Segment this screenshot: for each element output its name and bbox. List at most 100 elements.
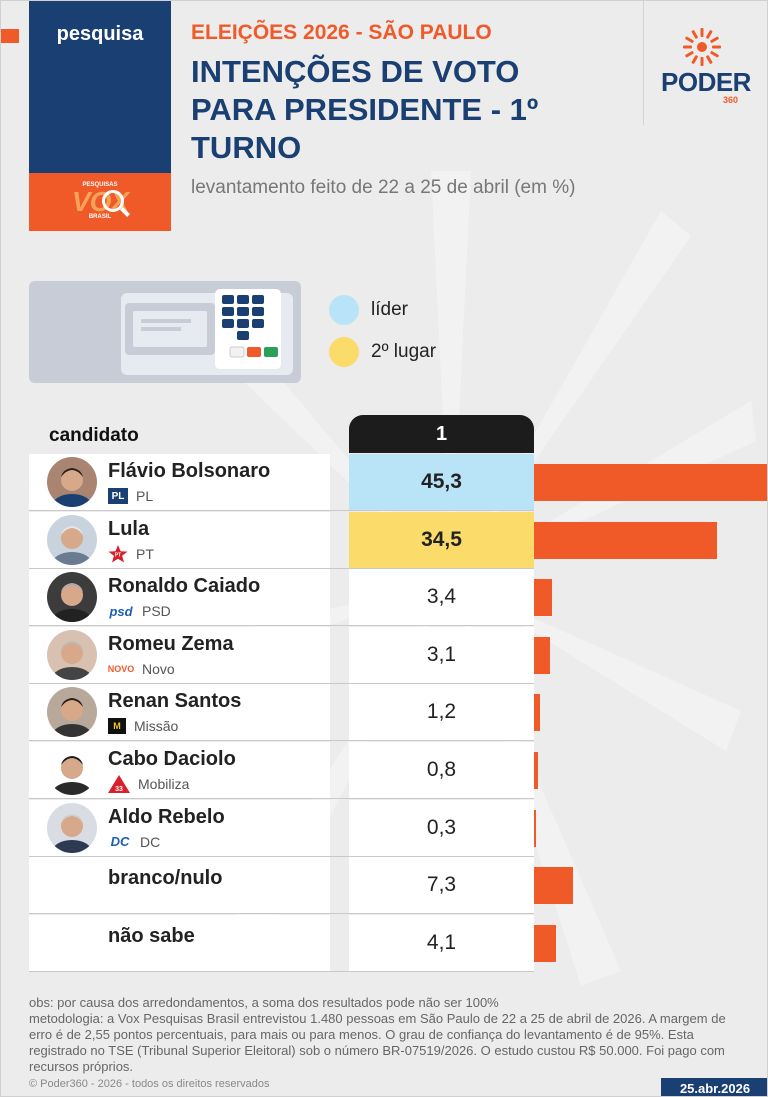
psd-party-icon: psd xyxy=(109,603,133,619)
candidate-avatar xyxy=(47,572,97,623)
candidate-cell: Ronaldo Caiado psd PSD xyxy=(29,569,330,626)
bar xyxy=(534,464,767,501)
data-label: 4,1 xyxy=(349,914,534,971)
data-label: 0,3 xyxy=(349,799,534,856)
header-divider xyxy=(643,1,644,125)
candidate-avatar xyxy=(47,629,97,680)
page-title: INTENÇÕES DE VOTO PARA PRESIDENTE - 1º T… xyxy=(191,54,539,165)
row-divider xyxy=(29,740,534,742)
pt-star-icon: PT xyxy=(108,544,128,563)
candidate-cell: Aldo Rebelo DC DC xyxy=(29,799,330,856)
candidate-party: PT PT xyxy=(108,544,154,563)
row-divider xyxy=(29,567,534,569)
bar xyxy=(534,694,541,732)
bar xyxy=(534,752,539,789)
candidate-name: Aldo Rebelo xyxy=(108,805,225,828)
candidate-cell: Cabo Daciolo 33 Mobiliza xyxy=(29,742,330,798)
row-divider xyxy=(29,625,534,627)
svg-text:33: 33 xyxy=(115,786,123,793)
candidate-cell: Flávio Bolsonaro PL PL xyxy=(29,454,330,510)
party-name: PT xyxy=(136,545,154,562)
data-label: 45,3 xyxy=(349,454,534,510)
data-label: 0,8 xyxy=(349,742,534,798)
data-label: 1,2 xyxy=(349,684,534,741)
data-label: 34,5 xyxy=(349,511,534,568)
mobiliza-party-icon: 33 xyxy=(108,775,130,793)
candidate-avatar xyxy=(47,457,97,507)
candidate-cell: Renan Santos M Missão xyxy=(29,684,330,741)
bar xyxy=(534,579,553,617)
table-row: Cabo Daciolo 33 Mobiliza 0,8 xyxy=(29,742,534,799)
legend-leader-label: líder xyxy=(371,299,408,320)
table-row: Romeu Zema NOVO Novo 3,1 xyxy=(29,626,534,684)
row-divider xyxy=(29,970,534,972)
kicker-block: pesquisa xyxy=(29,1,171,173)
row-divider xyxy=(29,510,534,511)
table-row: Lula PT PT 34,5 xyxy=(29,511,534,569)
candidate-cell: Romeu Zema NOVO Novo xyxy=(29,626,330,683)
bar xyxy=(534,867,573,905)
party-name: DC xyxy=(140,833,161,850)
missao-party-icon: M xyxy=(108,718,126,735)
table-row: branco/nulo 7,3 xyxy=(29,857,534,915)
pollster-block: PESQUISAS VOX BRASIL xyxy=(29,173,171,231)
candidate-avatar xyxy=(47,745,97,795)
legend-second-label: 2º lugar xyxy=(371,341,437,362)
candidate-cell: não sabe xyxy=(29,914,330,971)
party-name: Novo xyxy=(142,660,175,677)
row-divider xyxy=(29,682,534,684)
candidate-party: M Missão xyxy=(108,717,178,735)
legend-second-swatch xyxy=(329,337,359,367)
side-accent xyxy=(1,29,19,43)
candidate-avatar xyxy=(47,802,97,853)
party-name: PL xyxy=(136,488,154,504)
candidate-name: Romeu Zema xyxy=(108,632,234,655)
table-row: não sabe 4,1 xyxy=(29,914,534,972)
data-label: 3,1 xyxy=(349,626,534,683)
methodology-note: metodologia: a Vox Pesquisas Brasil entr… xyxy=(29,1011,726,1074)
candidate-name: Ronaldo Caiado xyxy=(108,575,261,598)
candidate-name: Renan Santos xyxy=(108,690,242,713)
poder360-logo: PODER 360 xyxy=(657,27,751,117)
candidate-cell: Lula PT PT xyxy=(29,511,330,568)
sun-burst-icon xyxy=(683,28,721,66)
table-row: Flávio Bolsonaro PL PL 45,3 xyxy=(29,454,534,511)
candidate-name: Cabo Daciolo xyxy=(108,748,236,770)
round-column-header: 1 xyxy=(349,415,534,453)
candidate-party: NOVO Novo xyxy=(108,660,175,678)
party-name: Mobiliza xyxy=(138,776,190,792)
candidate-name: branco/nulo xyxy=(108,867,223,890)
table-row: Renan Santos M Missão 1,2 xyxy=(29,684,534,742)
candidate-name: Flávio Bolsonaro xyxy=(108,460,271,482)
candidate-party: 33 Mobiliza xyxy=(108,775,189,793)
publish-date: 25.abr.2026 xyxy=(661,1078,767,1096)
legend-leader-swatch xyxy=(329,295,359,325)
copyright: © Poder360 - 2026 - todos os direitos re… xyxy=(29,1078,270,1090)
table-row: Ronaldo Caiado psd PSD 3,4 xyxy=(29,569,534,627)
footnotes: obs: por causa dos arredondamentos, a so… xyxy=(29,995,741,1075)
novo-party-icon: NOVO xyxy=(107,663,135,674)
party-name: PSD xyxy=(142,603,171,620)
bar xyxy=(534,809,536,847)
candidate-avatar xyxy=(47,514,97,565)
candidate-party: PL PL xyxy=(108,487,153,505)
dc-party-icon: DC xyxy=(110,834,130,850)
table-row: Aldo Rebelo DC DC 0,3 xyxy=(29,799,534,857)
candidate-name: Lula xyxy=(108,517,150,540)
row-divider xyxy=(29,798,534,799)
party-name: Missão xyxy=(134,718,179,735)
candidate-avatar xyxy=(47,687,97,738)
vox-pesquisas-logo: PESQUISAS VOX BRASIL xyxy=(71,182,130,220)
candidate-cell: branco/nulo xyxy=(29,857,330,914)
data-label: 7,3 xyxy=(349,857,534,914)
pl-party-icon: PL xyxy=(108,488,128,504)
supertitle: ELEIÇÕES 2026 - SÃO PAULO xyxy=(191,21,492,44)
kicker-label: pesquisa xyxy=(56,23,144,45)
bar xyxy=(534,521,717,559)
bar xyxy=(534,924,556,962)
candidate-party: psd PSD xyxy=(108,602,171,620)
bar xyxy=(534,636,551,674)
voting-machine-illustration xyxy=(29,281,301,383)
row-divider xyxy=(29,913,534,915)
